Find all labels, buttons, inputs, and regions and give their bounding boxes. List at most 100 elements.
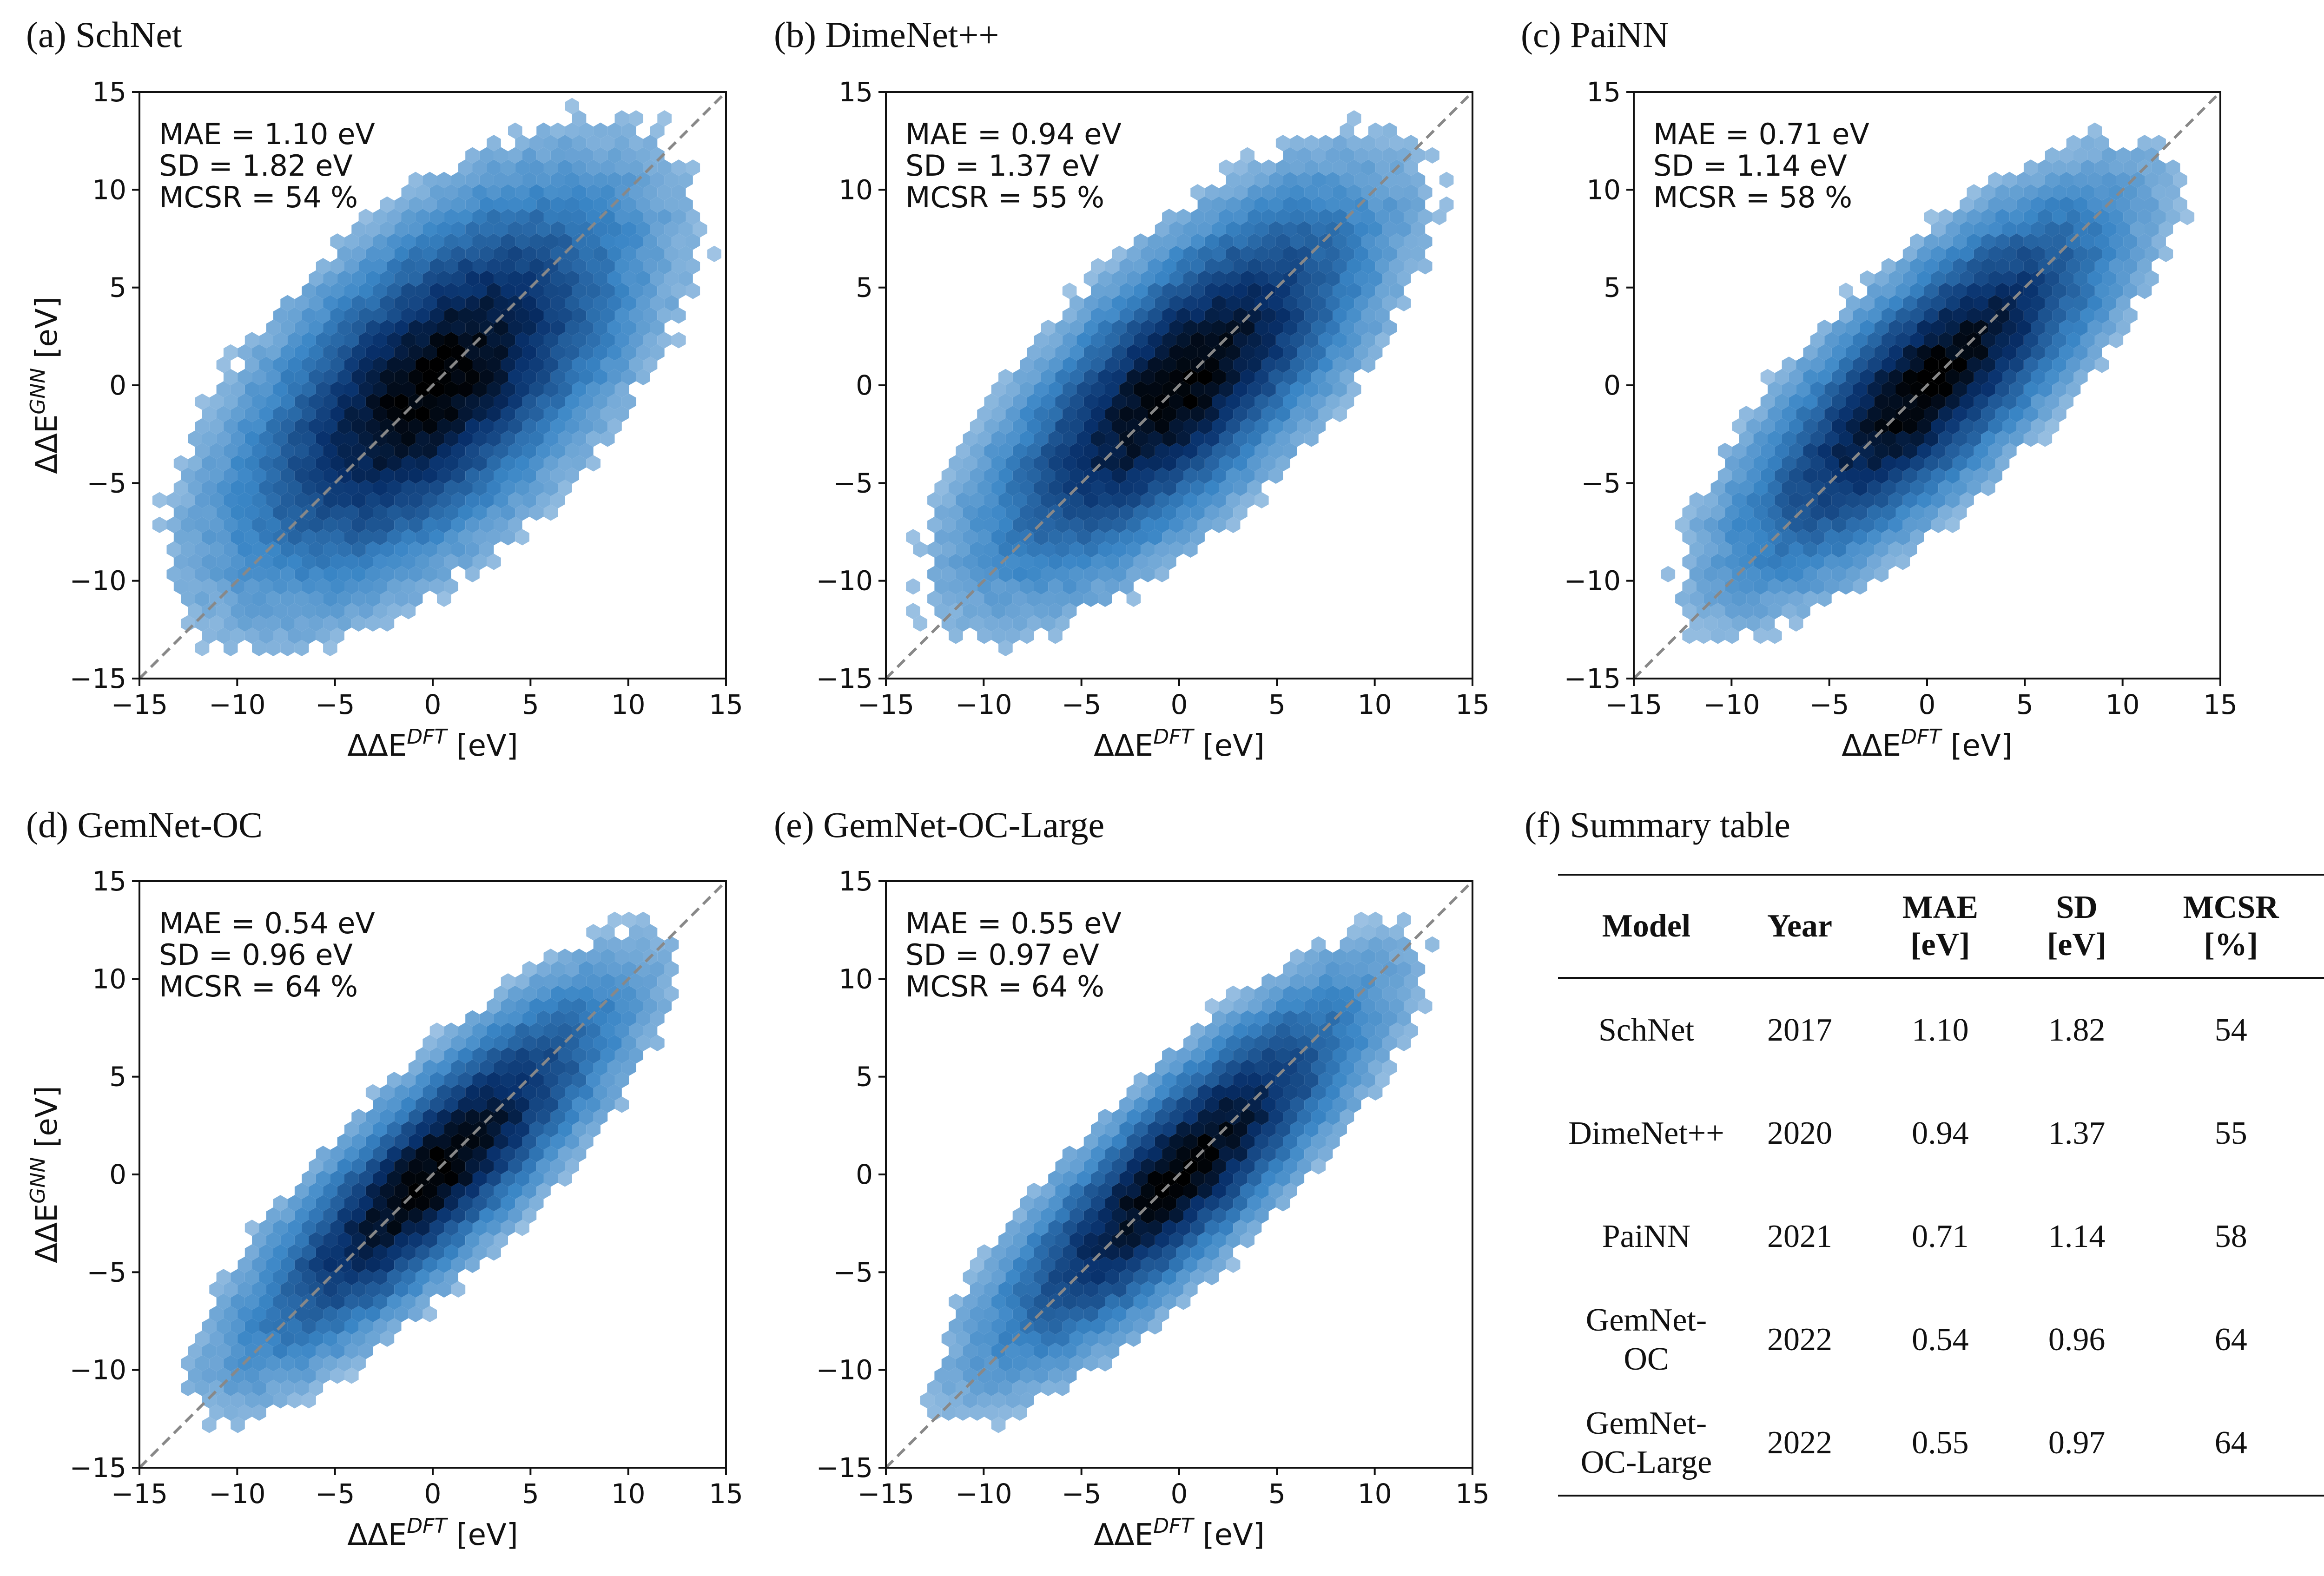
hexbin-cell (579, 1108, 594, 1125)
hexbin-cell (998, 1330, 1013, 1347)
hexbin-cell (429, 356, 444, 373)
x-tick-label: 0 (424, 689, 442, 720)
hexbin-cell (323, 344, 337, 361)
hexbin-cell (529, 455, 544, 472)
hexbin-cell (565, 1010, 579, 1027)
hexbin-cell (423, 1232, 437, 1248)
hexbin-cell (621, 961, 636, 977)
hexbin-cell (1853, 430, 1868, 447)
hexbin-cell (351, 295, 366, 311)
hexbin-cell (479, 1158, 494, 1174)
hexbin-cell (1062, 406, 1077, 422)
hexbin-cell (1839, 406, 1853, 422)
hexbin-cell (536, 418, 551, 435)
hexbin-cell (1105, 504, 1120, 521)
hexbin-cell (387, 406, 402, 422)
hexbin-cell (1924, 258, 1939, 275)
hexbin-cell (501, 1022, 515, 1039)
hexbin-cell (1105, 430, 1120, 447)
hexbin-cell (330, 455, 344, 472)
hexbin-cell (1197, 516, 1212, 533)
hexbin-cell (1027, 541, 1041, 558)
hexbin-cell (558, 1146, 572, 1162)
cell-model: GemNet- OC-Large (1580, 1405, 1712, 1480)
hexbin-cell (1418, 184, 1433, 201)
hexbin-cell (401, 1293, 416, 1310)
hexbin-cell (629, 1047, 643, 1064)
hexbin-cell (358, 1343, 373, 1359)
hexbin-cell (1881, 406, 1896, 422)
hexbin-cell (1304, 233, 1319, 250)
hexbin-cell (1931, 467, 1946, 484)
hexbin-cell (1326, 319, 1340, 336)
hexbin-cell (266, 1256, 281, 1273)
hexbin-cell (984, 393, 999, 410)
hexbin-cell (522, 319, 537, 336)
hexbin-cell (1917, 516, 1931, 533)
hexbin-cell (1020, 480, 1034, 496)
hexbin-cell (991, 455, 1006, 472)
hexbin-cell (2094, 356, 2109, 373)
hexbin-cell (1076, 1146, 1091, 1162)
stat-text: SD = 1.14 eV (1653, 149, 1847, 183)
hexbin-cell (2073, 196, 2088, 213)
hexbin-cell (607, 1035, 622, 1051)
hexbin-cell (2016, 344, 2031, 361)
hexbin-cell (593, 196, 608, 213)
hexbin-cell (998, 1232, 1013, 1248)
hexbin-cell (423, 541, 437, 558)
hexbin-cell (1091, 381, 1105, 398)
hexbin-cell (1062, 1343, 1077, 1359)
hexbin-cell (991, 529, 1006, 546)
hexbin-cell (273, 1220, 288, 1236)
hexbin-cell (1261, 973, 1276, 990)
hexbin-cell (394, 245, 409, 262)
hexbin-cell (479, 1232, 494, 1248)
hexbin-cell (252, 1306, 266, 1322)
hexbin-cell (423, 319, 437, 336)
hexbin-cell (1112, 319, 1127, 336)
hexbin-cell (1768, 381, 1782, 398)
hexbin-cell (501, 504, 515, 521)
hexbin-cell (515, 258, 529, 275)
hexbin-cell (1389, 258, 1404, 275)
hexbin-cell (472, 504, 487, 521)
hexbin-cell (508, 442, 522, 459)
hexbin-cell (1952, 209, 1967, 225)
hexbin-cell (1155, 442, 1169, 459)
hexbin-cell (1988, 442, 2002, 459)
hexbin-cell (1333, 1022, 1347, 1039)
hexbin-cell (565, 985, 579, 1002)
hexbin-cell (465, 1158, 480, 1174)
hexbin-cell (1076, 1170, 1091, 1187)
hexbin-cell (252, 615, 266, 632)
hexbin-cell (238, 615, 252, 632)
hexbin-cell (1311, 196, 1326, 213)
hexbin-cell (465, 1182, 480, 1199)
hexbin-cell (1226, 1035, 1241, 1051)
hexbin-cell (550, 1010, 565, 1027)
hexbin-cell (1176, 209, 1191, 225)
hexbin-cell (1810, 356, 1825, 373)
hexbin-cell (565, 147, 579, 164)
x-tick-label: 15 (2203, 689, 2238, 720)
hexbin-cell (1105, 1244, 1120, 1261)
hexbin-cell (387, 1072, 402, 1088)
hexbin-cell (1212, 1059, 1226, 1076)
hexbin-cell (1155, 1232, 1169, 1248)
hexbin-cell (2080, 184, 2095, 201)
hexbin-cell (266, 344, 281, 361)
hexbin-cell (444, 1170, 458, 1187)
cell-mae: 0.94 (1912, 1115, 1969, 1151)
hexbin-cell (2045, 221, 2060, 237)
hexbin-cell (1083, 1207, 1098, 1224)
hexbin-cell (1048, 1293, 1063, 1310)
hexbin-cell (1112, 1133, 1127, 1150)
hexbin-cell (1169, 467, 1183, 484)
hexbin-cell (2052, 307, 2067, 324)
hexbin-cell (494, 147, 508, 164)
hexbin-cell (294, 1232, 309, 1248)
hexbin-cell (1874, 442, 1889, 459)
hexbin-cell (1283, 369, 1297, 385)
hexbin-cell (565, 1158, 579, 1174)
